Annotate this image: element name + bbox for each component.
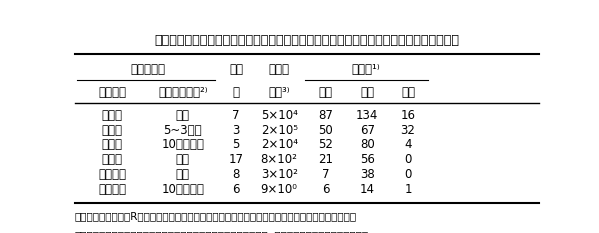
Text: 畑作物: 畑作物 <box>101 109 123 122</box>
Text: 畑作物: 畑作物 <box>101 153 123 166</box>
Text: 表１．寒地（北海道）の転換畑における作付け前歴が根粒菌密度と根粒着生に及ぼす影響: 表１．寒地（北海道）の転換畑における作付け前歴が根粒菌密度と根粒着生に及ぼす影響 <box>155 34 459 47</box>
Text: 14: 14 <box>360 183 375 195</box>
Text: ダイズ栽培歴²⁾: ダイズ栽培歴²⁾ <box>158 86 208 99</box>
Text: 畑作物: 畑作物 <box>101 138 123 151</box>
Text: 無し: 無し <box>176 168 190 181</box>
Text: 5×10⁴: 5×10⁴ <box>261 109 298 122</box>
Text: 根粒数¹⁾: 根粒数¹⁾ <box>352 63 380 76</box>
Text: 134: 134 <box>356 109 379 122</box>
Text: 8: 8 <box>232 168 240 181</box>
Text: 数: 数 <box>232 86 240 99</box>
Text: 32: 32 <box>401 124 415 137</box>
Text: また、サンプリングは最大繁茂期に行った。根粒数は根重（乾物）１gあたりの値　　２）小豆を含む。: また、サンプリングは最大繁茂期に行った。根粒数は根重（乾物）１gあたりの値 ２）… <box>75 231 369 233</box>
Text: 調査: 調査 <box>229 63 243 76</box>
Text: 水稲連作: 水稲連作 <box>98 183 126 195</box>
Text: 21: 21 <box>318 153 333 166</box>
Text: 50: 50 <box>318 124 333 137</box>
Text: 0: 0 <box>404 153 412 166</box>
Text: 1: 1 <box>404 183 412 195</box>
Text: 最小: 最小 <box>401 86 415 99</box>
Text: 3: 3 <box>232 124 240 137</box>
Text: 前作: 前作 <box>176 109 190 122</box>
Text: 52: 52 <box>318 138 333 151</box>
Text: 87: 87 <box>318 109 333 122</box>
Text: 10作程度前: 10作程度前 <box>161 183 204 195</box>
Text: 38: 38 <box>360 168 375 181</box>
Text: 畑作物: 畑作物 <box>101 124 123 137</box>
Text: １）根粒菌接種は「R加工」種子もしくは「まめぞう」粉衣、その両方のいずれかの方法を用いた。: １）根粒菌接種は「R加工」種子もしくは「まめぞう」粉衣、その両方のいずれかの方法… <box>75 211 357 221</box>
Text: 6: 6 <box>322 183 329 195</box>
Text: 最大: 最大 <box>361 86 374 99</box>
Text: 4: 4 <box>404 138 412 151</box>
Text: 2×10⁴: 2×10⁴ <box>261 138 298 151</box>
Text: 密度³⁾: 密度³⁾ <box>268 86 290 99</box>
Text: 67: 67 <box>360 124 375 137</box>
Text: 17: 17 <box>229 153 244 166</box>
Text: 16: 16 <box>401 109 416 122</box>
Text: 0: 0 <box>404 168 412 181</box>
Text: 7: 7 <box>232 109 240 122</box>
Text: 80: 80 <box>360 138 375 151</box>
Text: 9×10⁰: 9×10⁰ <box>261 183 298 195</box>
Text: 過去５年: 過去５年 <box>98 86 126 99</box>
Text: 平均: 平均 <box>319 86 332 99</box>
Text: 5~3作前: 5~3作前 <box>164 124 202 137</box>
Text: 6: 6 <box>232 183 240 195</box>
Text: 水稲連作: 水稲連作 <box>98 168 126 181</box>
Text: 作付け前歴: 作付け前歴 <box>131 63 165 76</box>
Text: 根粒菌: 根粒菌 <box>268 63 290 76</box>
Text: 無し: 無し <box>176 153 190 166</box>
Text: 7: 7 <box>322 168 329 181</box>
Text: 8×10²: 8×10² <box>261 153 298 166</box>
Text: 3×10²: 3×10² <box>261 168 298 181</box>
Text: 10作程度前: 10作程度前 <box>161 138 204 151</box>
Text: 5: 5 <box>232 138 240 151</box>
Text: 2×10⁵: 2×10⁵ <box>261 124 298 137</box>
Text: 56: 56 <box>360 153 375 166</box>
